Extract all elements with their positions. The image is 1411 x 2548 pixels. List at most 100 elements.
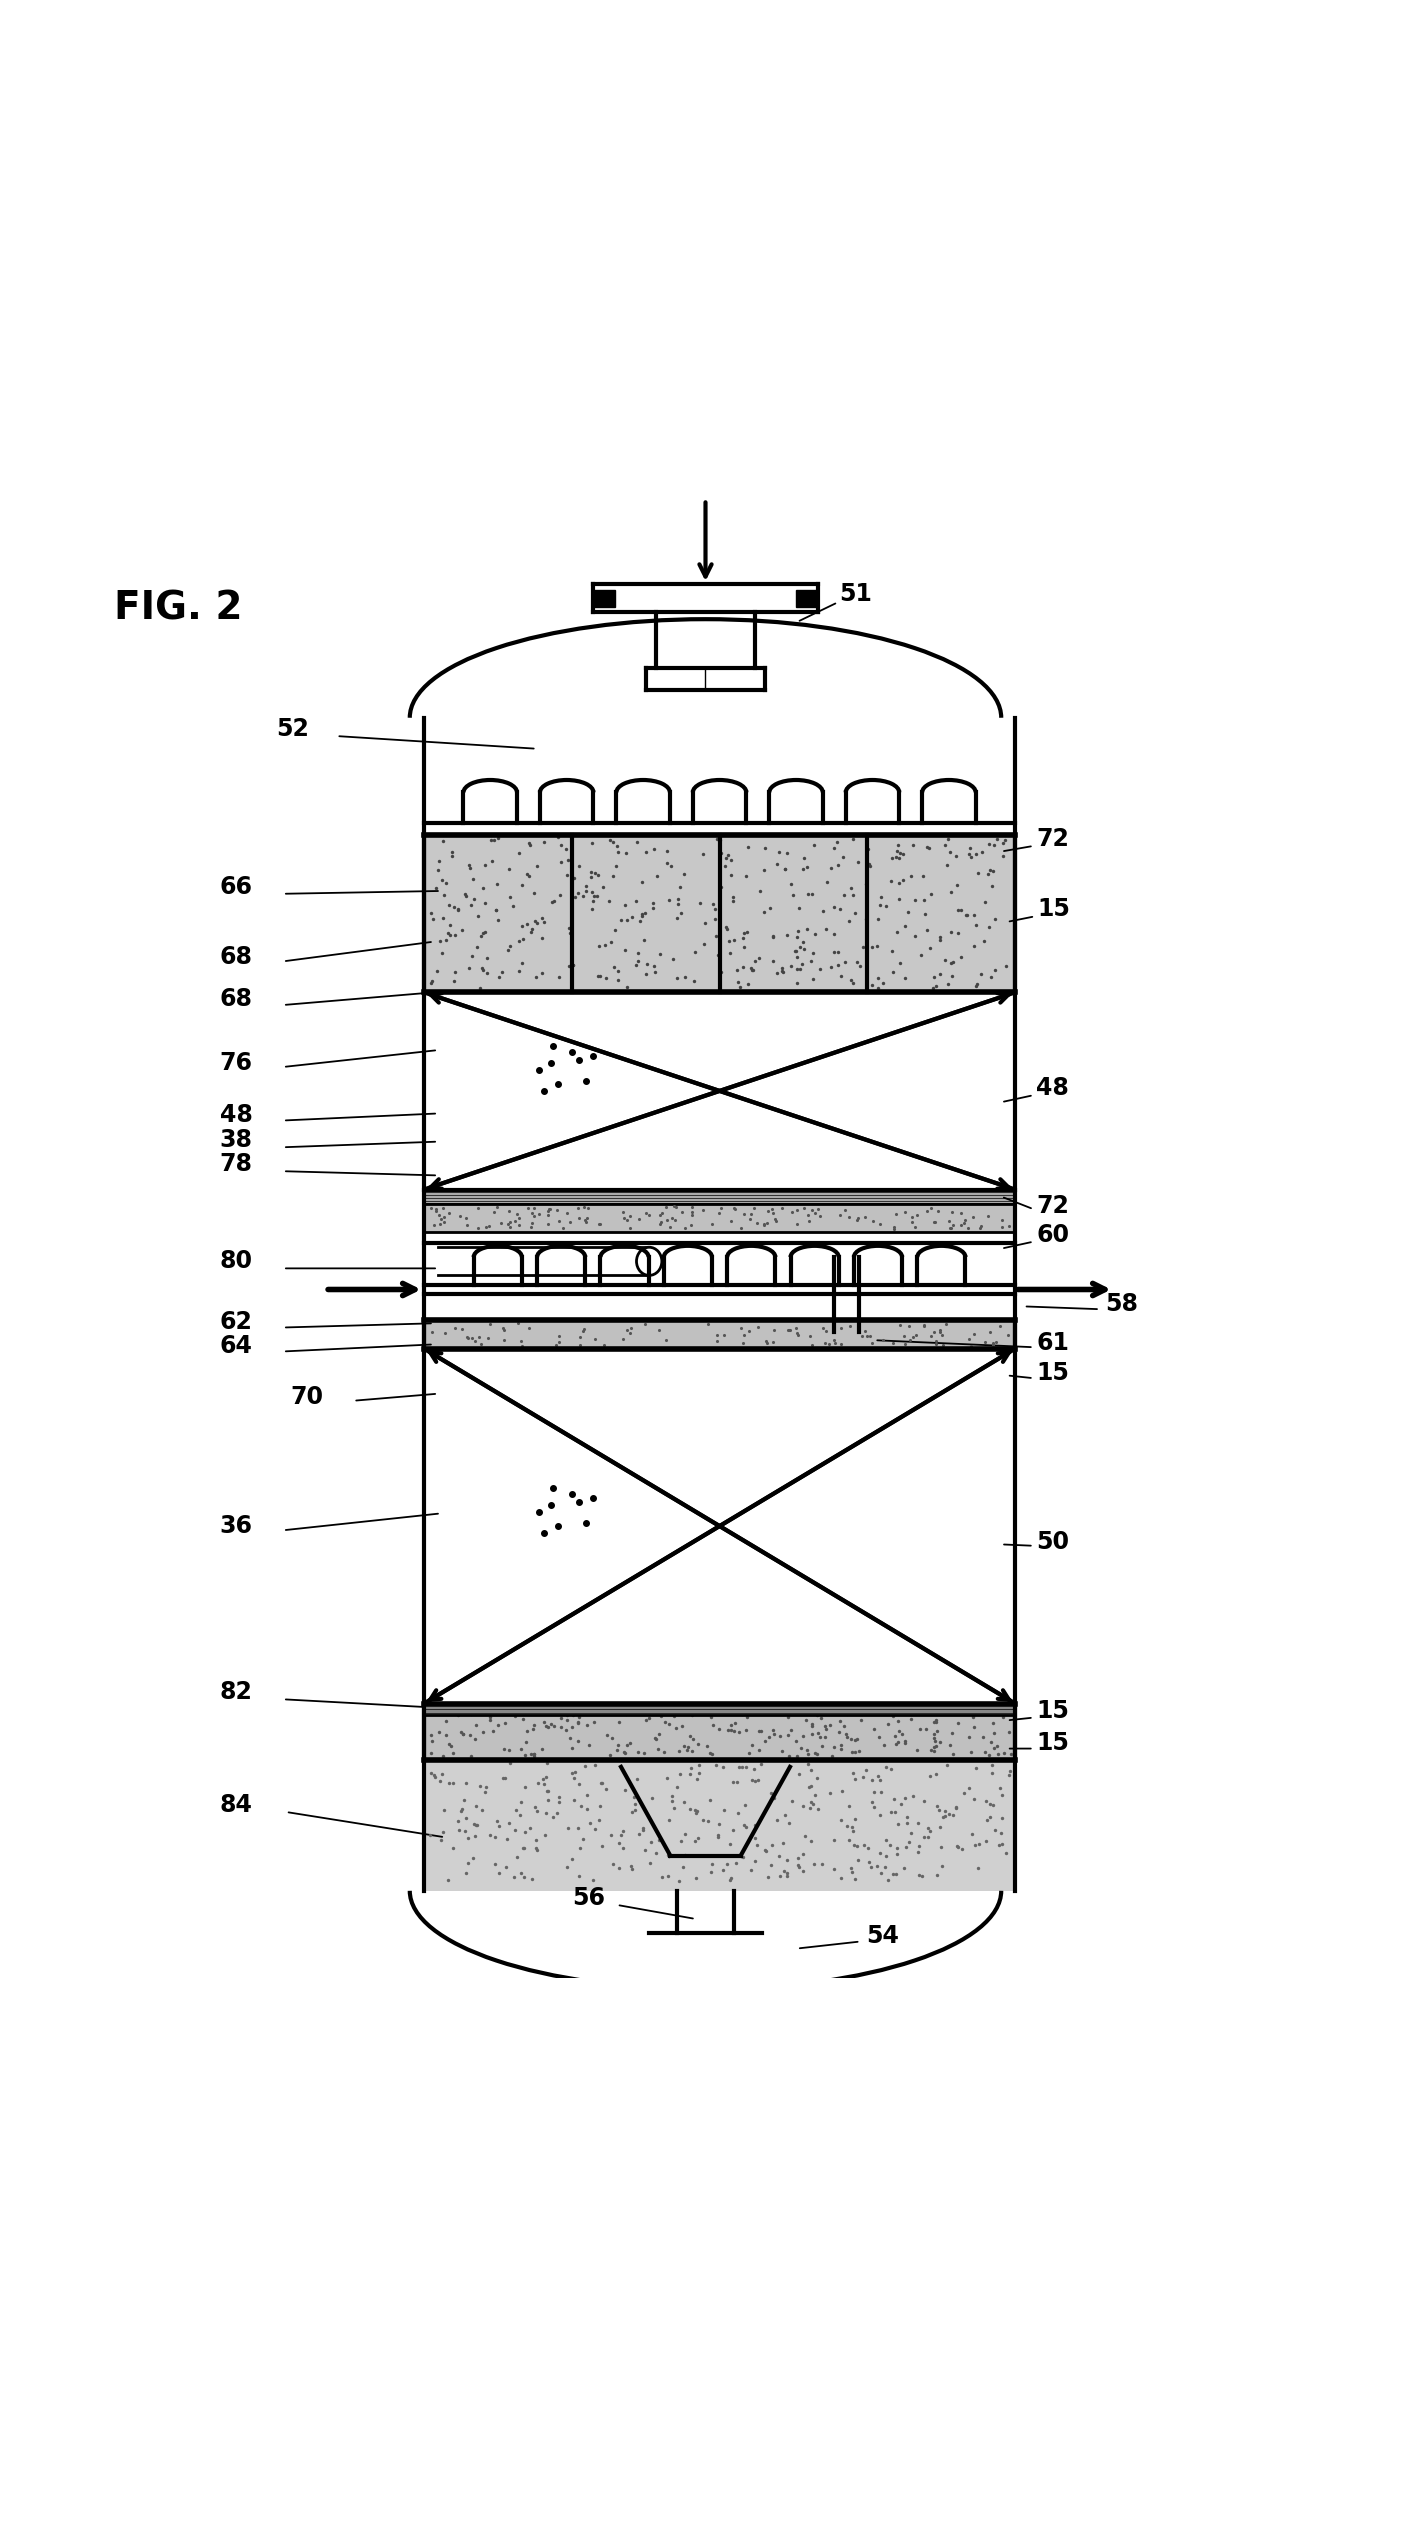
Point: [674, 1208, 697, 1249]
Point: [467, 1187, 490, 1228]
Point: [555, 1710, 577, 1750]
Point: [471, 950, 494, 991]
Point: [902, 1776, 924, 1817]
Point: [773, 848, 796, 889]
Point: [892, 859, 914, 899]
Point: [832, 836, 855, 877]
Point: [560, 1840, 583, 1880]
Text: 38: 38: [220, 1129, 253, 1152]
Point: [571, 1819, 594, 1860]
Point: [420, 1715, 443, 1756]
Point: [456, 1317, 478, 1358]
Point: [435, 1692, 457, 1733]
Point: [769, 1855, 792, 1896]
Point: [454, 1852, 477, 1893]
Point: [425, 1190, 447, 1231]
Point: [796, 846, 818, 887]
Point: [776, 1697, 799, 1738]
Point: [759, 1845, 782, 1886]
Point: [590, 1763, 612, 1804]
Point: [612, 1317, 635, 1358]
Point: [773, 1850, 796, 1891]
Point: [428, 841, 450, 882]
Point: [880, 861, 903, 902]
Point: [662, 1789, 684, 1829]
Point: [913, 1781, 935, 1822]
Point: [995, 945, 1017, 986]
Point: [959, 828, 982, 869]
Text: 70: 70: [291, 1384, 323, 1409]
Point: [904, 879, 927, 920]
Point: [660, 1776, 683, 1817]
Point: [474, 843, 497, 884]
Point: [507, 1302, 529, 1343]
Point: [804, 915, 827, 956]
Point: [739, 1850, 762, 1891]
Point: [707, 1814, 729, 1855]
Point: [809, 948, 831, 989]
Point: [521, 1857, 543, 1898]
Point: [957, 1717, 979, 1758]
Point: [944, 836, 967, 877]
Point: [801, 1784, 824, 1824]
Point: [569, 1325, 591, 1366]
Point: [521, 907, 543, 948]
Point: [666, 1766, 689, 1807]
Point: [753, 1720, 776, 1761]
Point: [704, 889, 727, 930]
Bar: [796, 589, 818, 606]
Point: [491, 1758, 514, 1799]
Point: [869, 1794, 892, 1835]
Point: [762, 917, 785, 958]
Point: [459, 948, 481, 989]
Point: [787, 887, 810, 927]
Point: [662, 938, 684, 978]
Point: [893, 1720, 916, 1761]
Point: [962, 894, 985, 935]
Point: [962, 925, 985, 966]
Point: [841, 874, 864, 915]
Point: [560, 1707, 583, 1748]
Point: [958, 833, 981, 874]
Point: [587, 956, 610, 996]
Point: [523, 902, 546, 943]
Point: [746, 1824, 769, 1865]
Point: [461, 1317, 484, 1358]
Point: [967, 1847, 989, 1888]
Point: [793, 838, 816, 879]
Point: [562, 945, 584, 986]
Point: [698, 1779, 721, 1819]
Point: [900, 1812, 923, 1852]
Point: [934, 1791, 957, 1832]
Point: [758, 1717, 780, 1758]
Point: [928, 920, 951, 961]
Point: [556, 1694, 579, 1735]
Point: [752, 848, 775, 889]
Point: [679, 1715, 701, 1756]
Point: [926, 1710, 948, 1750]
Point: [837, 1807, 859, 1847]
Point: [766, 843, 789, 884]
Point: [888, 1710, 910, 1750]
Point: [612, 1198, 635, 1238]
Point: [787, 1847, 810, 1888]
Point: [992, 836, 1015, 877]
Point: [536, 1190, 559, 1231]
Point: [923, 1728, 945, 1768]
Bar: [423, 1705, 1016, 1761]
Point: [801, 933, 824, 973]
Point: [969, 953, 992, 994]
Point: [906, 1195, 928, 1236]
Point: [430, 1200, 453, 1241]
Point: [755, 1320, 777, 1361]
Point: [547, 1322, 570, 1363]
Point: [945, 1827, 968, 1868]
Point: [721, 882, 744, 922]
Point: [615, 1694, 638, 1735]
Point: [756, 1857, 779, 1898]
Point: [794, 1700, 817, 1740]
Point: [732, 1315, 755, 1356]
Point: [830, 1799, 852, 1840]
Point: [823, 933, 845, 973]
Point: [707, 1710, 729, 1750]
